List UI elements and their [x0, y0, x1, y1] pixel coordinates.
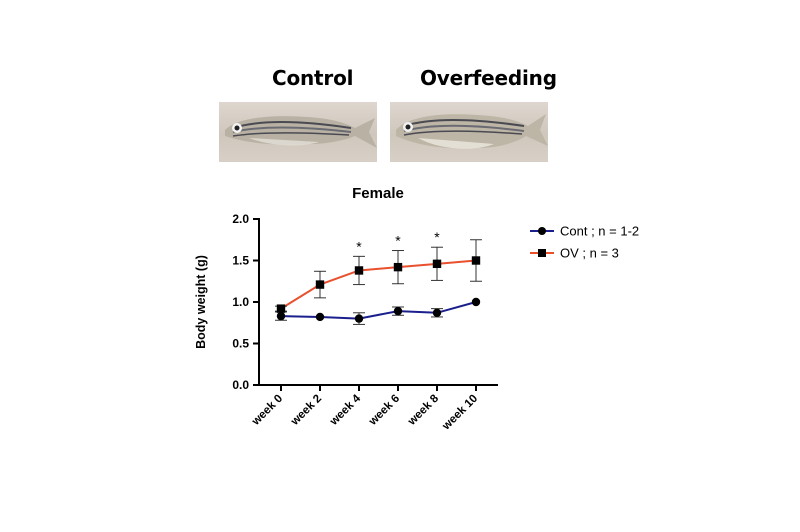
series-line: [280, 301, 477, 320]
significance-marker: *: [356, 238, 362, 254]
legend-item: OV ; n = 3: [530, 246, 619, 261]
data-point: [315, 312, 325, 322]
x-tick-label: week 0: [249, 393, 285, 429]
control-photo-title: Control: [272, 66, 354, 90]
data-point: [432, 259, 442, 269]
y-tick-label: 2.0: [232, 212, 249, 226]
significance-marker: *: [395, 233, 401, 249]
data-point: [471, 297, 481, 307]
significance-marker: *: [434, 229, 440, 245]
data-point: [393, 306, 403, 316]
x-tick-label: week 4: [327, 392, 363, 428]
data-point: [393, 262, 403, 272]
overfeeding-fish-photo: [390, 102, 548, 162]
y-axis-label: Body weight (g): [194, 255, 208, 349]
data-point: [432, 308, 442, 317]
y-tick-label: 0.0: [232, 378, 249, 392]
series-cont: [275, 297, 481, 325]
x-tick-label: week 10: [440, 393, 480, 433]
y-tick-label: 1.5: [232, 254, 249, 268]
data-point: [315, 280, 325, 289]
legend-item: Cont ; n = 1-2: [530, 224, 639, 239]
y-tick-label: 1.0: [232, 295, 249, 309]
y-tick-label: 0.5: [232, 337, 249, 351]
data-point: [354, 314, 364, 323]
x-tick-label: week 2: [288, 393, 324, 429]
legend-label: OV ; n = 3: [560, 246, 619, 261]
legend-marker: [538, 227, 546, 235]
series-ov: [275, 239, 482, 313]
legend-label: Cont ; n = 1-2: [560, 224, 639, 239]
chart-title: Female: [352, 185, 404, 202]
data-point: [276, 304, 286, 313]
legend-marker: [538, 249, 546, 257]
data-point: [276, 311, 286, 321]
series-layer: * * *: [275, 229, 482, 325]
series-line: [280, 259, 477, 310]
overfeeding-photo-title: Overfeeding: [420, 66, 557, 90]
x-tick-label: week 8: [405, 392, 441, 428]
legend: Cont ; n = 1-2 OV ; n = 3: [530, 224, 639, 261]
control-fish-photo: [219, 102, 377, 162]
data-point: [354, 266, 364, 275]
data-point: [471, 256, 481, 265]
x-tick-label: week 6: [366, 393, 402, 429]
